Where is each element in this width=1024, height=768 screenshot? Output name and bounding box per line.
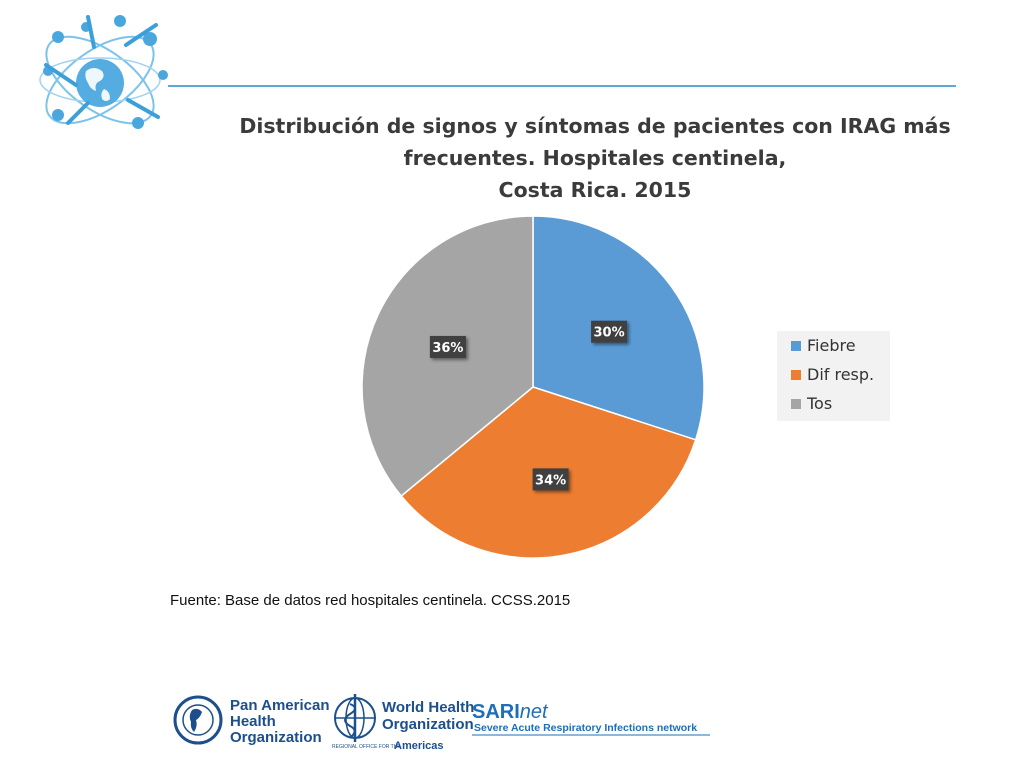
title-line-2: frecuentes. Hospitales centinela,: [403, 146, 787, 170]
svg-text:36%: 36%: [432, 341, 463, 356]
legend-label-1: Fiebre: [807, 336, 856, 355]
paho-line-1: Pan American: [230, 697, 330, 714]
paho-line-2: Health: [230, 713, 276, 730]
paho-emblem-icon: [173, 695, 223, 745]
who-regional-note: REGIONAL OFFICE FOR THE: [332, 744, 401, 750]
data-label-3: 36%: [429, 335, 466, 358]
header-rule: [168, 85, 956, 87]
who-line-2: Organization: [382, 716, 474, 733]
network-globe-logo-icon: [39, 15, 168, 129]
svg-text:30%: 30%: [594, 326, 625, 341]
title-line-3: Costa Rica. 2015: [498, 178, 692, 202]
legend-label-3: Tos: [806, 394, 832, 413]
source-note: Fuente: Base de datos red hospitales cen…: [170, 592, 571, 609]
legend-swatch-3: [791, 399, 801, 409]
sari-wordmark: SARI: [472, 701, 520, 723]
paho-line-3: Organization: [230, 729, 322, 746]
legend-swatch-2: [791, 370, 801, 380]
title-line-1: Distribución de signos y síntomas de pac…: [239, 114, 951, 138]
legend-label-2: Dif resp.: [807, 365, 874, 384]
legend-swatch-1: [791, 341, 801, 351]
pie-chart: 30% 34% 36% Fiebre Dif resp. Tos: [361, 215, 890, 559]
sari-subtitle: Severe Acute Respiratory Infections netw…: [474, 722, 697, 734]
who-emblem-icon: [334, 694, 376, 742]
data-label-1: 30%: [591, 320, 628, 343]
net-wordmark: net: [520, 701, 549, 723]
who-americas: Americas: [394, 740, 444, 752]
footer-logos: Pan American Health Organization World H…: [173, 694, 710, 752]
svg-text:34%: 34%: [535, 473, 566, 488]
data-label-2: 34%: [532, 468, 569, 491]
chart-title: Distribución de signos y síntomas de pac…: [210, 110, 980, 206]
who-line-1: World Health: [382, 699, 474, 716]
svg-text:SARInet: SARInet: [472, 701, 549, 723]
